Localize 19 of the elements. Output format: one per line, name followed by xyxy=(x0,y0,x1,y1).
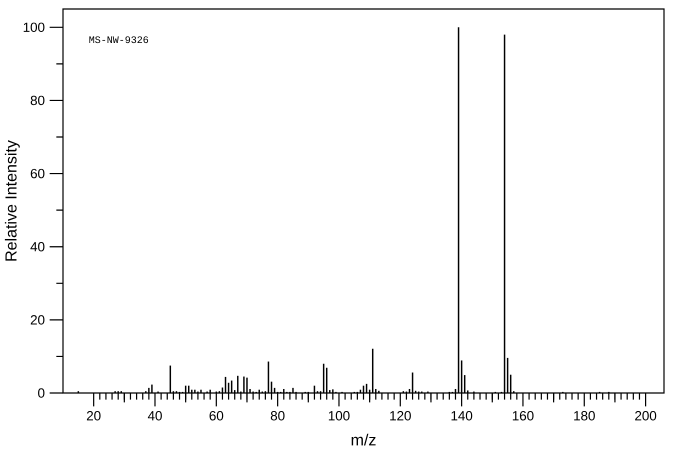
x-tick-label: 180 xyxy=(574,411,595,420)
x-tick-label: 200 xyxy=(635,411,656,420)
x-tick-label: 40 xyxy=(148,411,162,420)
x-tick-label: 120 xyxy=(390,411,411,420)
y-tick-label: 80 xyxy=(30,96,44,106)
y-tick-label: 100 xyxy=(24,22,44,32)
y-tick-label: 60 xyxy=(30,168,44,178)
y-tick-label: 20 xyxy=(30,315,44,325)
annotation: MS-NW-9326 xyxy=(89,36,148,44)
x-tick-label: 20 xyxy=(86,411,101,420)
y-tick-label: 40 xyxy=(30,242,44,252)
x-axis-title: m/z xyxy=(352,434,376,446)
x-tick-label: 100 xyxy=(328,411,350,420)
y-tick-label: 0 xyxy=(38,388,44,398)
x-tick-label: 160 xyxy=(512,411,534,420)
x-tick-label: 60 xyxy=(210,411,224,420)
x-tick-label: 80 xyxy=(270,411,285,420)
x-tick-label: 140 xyxy=(452,411,472,420)
y-axis-title: Relative Intensity xyxy=(4,140,20,261)
